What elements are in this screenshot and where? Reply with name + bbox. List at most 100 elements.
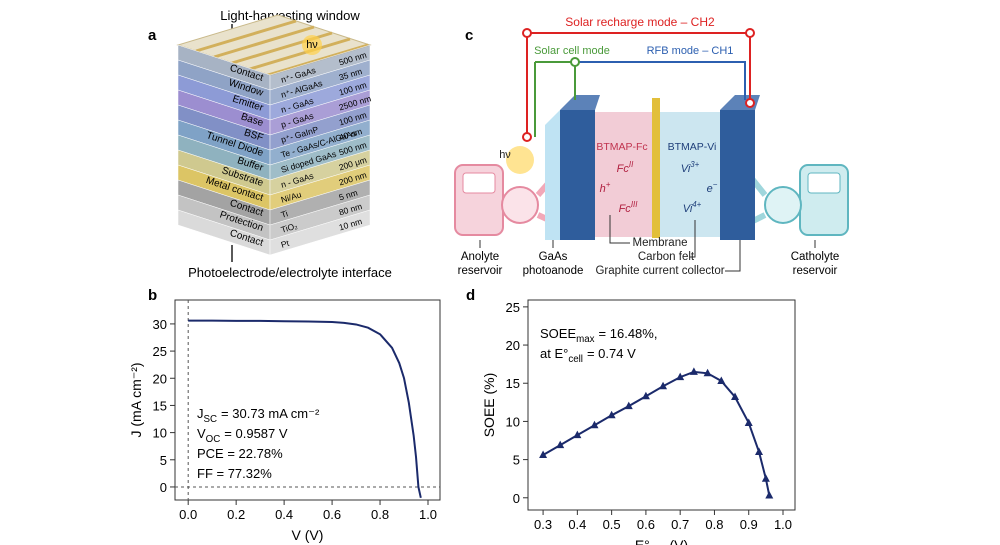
y-tick-label: 15 <box>506 376 520 391</box>
catholyte-display <box>807 172 841 194</box>
y-tick-label: 25 <box>506 300 520 315</box>
x-tick-label: 1.0 <box>774 517 792 532</box>
schematic-label: FcIII <box>619 200 639 215</box>
data-marker <box>607 410 616 419</box>
text-part: at E° <box>540 346 568 361</box>
annotation: at E°cell = 0.74 V <box>540 346 636 365</box>
data-marker <box>624 401 633 410</box>
terminal <box>522 132 532 142</box>
plot-frame <box>527 299 796 511</box>
panel-label: b <box>148 287 157 304</box>
schematic-label: BTMAP-Vi <box>668 141 717 153</box>
catholyte-chamber <box>660 112 720 237</box>
y-axis-label: SOEE (%) <box>481 373 497 438</box>
data-marker <box>641 391 650 400</box>
schematic-label: FcII <box>617 160 634 175</box>
terminal <box>745 98 755 108</box>
data-marker <box>539 450 548 459</box>
annotation: VOC = 0.9587 V <box>197 426 288 445</box>
text-part: OC <box>206 434 221 445</box>
schematic-label: GaAs <box>539 251 568 263</box>
schematic-label: Catholyte <box>791 251 840 263</box>
x-tick-label: 0.7 <box>671 517 689 532</box>
x-tick-label: 0.9 <box>740 517 758 532</box>
schematic-label: h+ <box>600 180 611 195</box>
terminal <box>522 28 532 38</box>
window-label: Light-harvesting window <box>220 8 360 23</box>
text-part: J <box>197 406 204 421</box>
text-part: Vi <box>681 163 691 175</box>
text-part: Fc <box>619 203 632 215</box>
anolyte-display <box>462 172 496 194</box>
annotation: PCE = 22.78% <box>197 446 283 461</box>
schematic-label: reservoir <box>458 265 503 277</box>
y-axis-label: J (mA cm⁻²) <box>128 362 144 437</box>
panel-label: c <box>465 27 473 44</box>
data-marker <box>761 474 770 482</box>
data-line <box>188 319 422 499</box>
layer-material: TiO₂ <box>280 220 299 234</box>
x-tick-label: 0.6 <box>323 507 341 522</box>
window-grid <box>213 25 315 59</box>
text-part: = 0.74 V <box>587 346 636 361</box>
text-part: SC <box>204 414 218 425</box>
light-glow <box>506 146 534 174</box>
electrode-top <box>560 95 600 110</box>
layer-right <box>269 209 371 256</box>
schematic-label: Vi3+ <box>681 160 700 175</box>
terminal <box>570 57 580 67</box>
x-tick-label: 0.6 <box>637 517 655 532</box>
text-part: SOEE <box>540 326 576 341</box>
text-part: III <box>631 200 638 209</box>
text-part: II <box>629 160 634 169</box>
text-part: cell <box>568 354 583 365</box>
text-part: = 16.48%, <box>599 326 658 341</box>
window-grid <box>195 19 297 53</box>
schematic-shapes <box>454 28 849 272</box>
y-tick-label: 0 <box>160 480 167 495</box>
interface-label: Photoelectrode/electrolyte interface <box>188 265 392 280</box>
x-tick-label: 0.8 <box>705 517 723 532</box>
anolyte-pump <box>501 186 539 224</box>
layer-material: Pt <box>280 238 291 250</box>
x-axis-label: E°cell(V) <box>635 537 688 545</box>
text-part: 4+ <box>692 200 701 209</box>
window-grid <box>267 43 369 77</box>
membrane <box>652 98 660 238</box>
terminal <box>745 28 755 38</box>
data-marker <box>755 447 764 455</box>
data-marker <box>676 372 685 381</box>
schematic-label: e− <box>707 180 718 195</box>
x-axis-label: V (V) <box>292 527 324 543</box>
x-tick-label: 0.4 <box>568 517 586 532</box>
text-part: 3+ <box>690 160 699 169</box>
x-tick-label: 0.3 <box>534 517 552 532</box>
data-marker <box>573 430 582 439</box>
schematic-label: Solar cell mode <box>534 45 610 57</box>
x-tick-label: 0.0 <box>179 507 197 522</box>
y-tick-label: 5 <box>513 453 520 468</box>
panel-label: a <box>148 27 157 44</box>
photoanode <box>545 110 560 240</box>
y-tick-label: 20 <box>153 371 167 386</box>
text-part: V <box>197 426 206 441</box>
light-glow <box>302 35 322 55</box>
schematic-label: RFB mode – CH1 <box>647 45 734 57</box>
catholyte-pump <box>764 186 802 224</box>
y-tick-label: 0 <box>513 491 520 506</box>
text-part: − <box>713 180 718 189</box>
text-part: h <box>600 183 606 195</box>
layer-material: Ti <box>280 208 289 220</box>
plot-frame <box>174 299 441 501</box>
schematic-label: Carbon felt <box>638 251 695 263</box>
text-part: max <box>576 334 595 345</box>
x-tick-label: 0.8 <box>371 507 389 522</box>
rfb-wire <box>575 61 746 100</box>
annotation: SOEEmax = 16.48%, <box>540 326 657 345</box>
data-marker <box>556 440 565 449</box>
y-tick-label: 10 <box>506 414 520 429</box>
data-marker <box>590 420 599 429</box>
schematic-label: Solar recharge mode – CH2 <box>565 15 715 29</box>
y-tick-label: 5 <box>160 453 167 468</box>
